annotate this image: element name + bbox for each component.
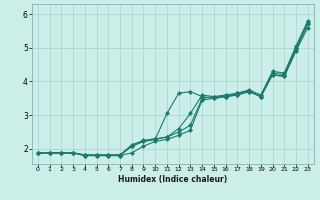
X-axis label: Humidex (Indice chaleur): Humidex (Indice chaleur): [118, 175, 228, 184]
